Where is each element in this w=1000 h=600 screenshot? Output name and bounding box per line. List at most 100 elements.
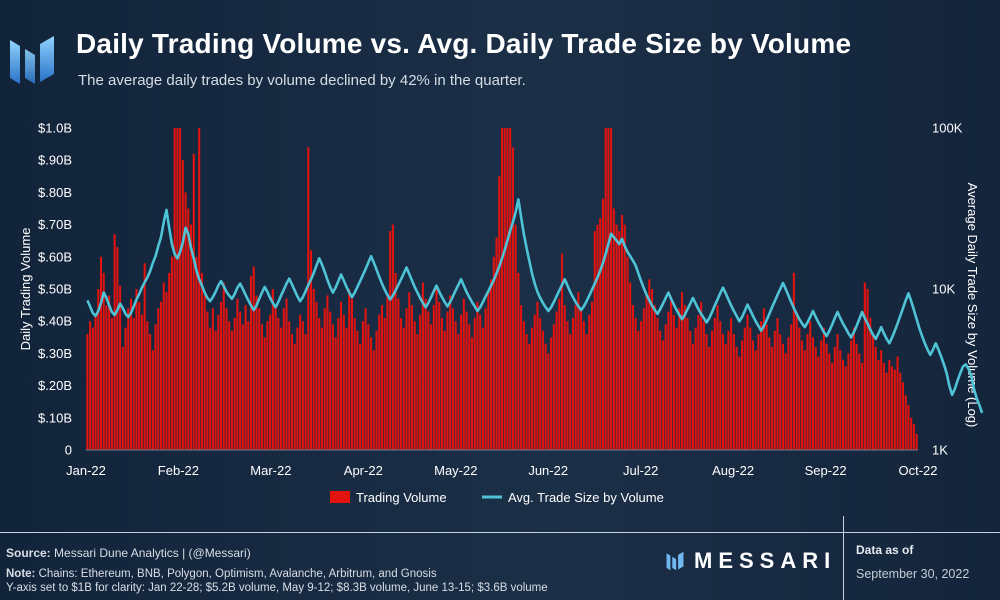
volume-bar bbox=[563, 305, 566, 450]
volume-bar bbox=[451, 308, 454, 450]
volume-bar bbox=[869, 317, 872, 450]
volume-bar bbox=[754, 350, 757, 450]
volume-bar bbox=[885, 372, 888, 450]
volume-bar bbox=[421, 282, 424, 450]
volume-bar bbox=[184, 192, 187, 450]
legend-swatch-volume bbox=[330, 491, 350, 503]
volume-bar bbox=[102, 272, 105, 450]
volume-bar bbox=[716, 305, 719, 450]
volume-bar bbox=[244, 305, 247, 450]
volume-bar bbox=[479, 314, 482, 450]
volume-bar bbox=[435, 289, 438, 450]
volume-bar bbox=[850, 340, 853, 450]
volume-bar bbox=[307, 147, 310, 450]
volume-bar bbox=[719, 321, 722, 450]
volume-bar bbox=[378, 314, 381, 450]
volume-bar bbox=[427, 311, 430, 450]
volume-bar bbox=[831, 363, 834, 450]
volume-bar bbox=[476, 301, 479, 450]
volume-bar bbox=[487, 292, 490, 450]
source-label: Source: bbox=[6, 546, 51, 560]
volume-bar bbox=[784, 353, 787, 450]
messari-mark-icon bbox=[666, 551, 684, 571]
volume-bar bbox=[689, 330, 692, 450]
x-tick: Apr-22 bbox=[344, 463, 383, 478]
volume-bar bbox=[841, 359, 845, 450]
volume-bar bbox=[661, 340, 664, 450]
volume-bar bbox=[599, 218, 602, 450]
volume-bar bbox=[250, 276, 253, 450]
volume-bar bbox=[912, 424, 915, 450]
note-block: Note: Chains: Ethereum, BNB, Polygon, Op… bbox=[6, 567, 548, 595]
volume-bar bbox=[746, 314, 749, 450]
x-axis-ticks: Jan-22 Feb-22 Mar-22 Apr-22 May-22 Jun-22 Jul-… bbox=[66, 463, 937, 478]
volume-bar bbox=[871, 334, 875, 450]
volume-bar bbox=[809, 321, 812, 450]
x-tick: Sep-22 bbox=[805, 463, 847, 478]
volume-bar bbox=[874, 346, 877, 450]
brand-logo: MESSARI bbox=[664, 548, 836, 574]
volume-bar bbox=[904, 395, 907, 450]
volume-bar bbox=[282, 308, 285, 450]
volume-bar bbox=[416, 334, 419, 450]
legend: Trading Volume Avg. Trade Size by Volume bbox=[330, 490, 664, 505]
volume-bar bbox=[825, 343, 828, 450]
volume-bar bbox=[626, 256, 629, 450]
volume-bar bbox=[443, 330, 446, 450]
volume-bar bbox=[318, 317, 321, 450]
volume-bar bbox=[618, 231, 621, 450]
volume-bar bbox=[577, 292, 580, 450]
volume-bar bbox=[550, 337, 553, 450]
y-tick-left: $.50B bbox=[38, 282, 72, 297]
volume-bar bbox=[607, 128, 610, 450]
volume-bar bbox=[858, 353, 861, 450]
volume-bar bbox=[765, 324, 768, 450]
volume-bar bbox=[320, 327, 323, 450]
volume-bar bbox=[105, 305, 108, 450]
y-tick-left: $.90B bbox=[38, 153, 72, 168]
volume-bar bbox=[776, 317, 779, 450]
volume-bar bbox=[176, 128, 179, 450]
volume-bar bbox=[430, 324, 433, 450]
volume-bar bbox=[460, 314, 463, 450]
volume-bar bbox=[681, 292, 684, 450]
volume-bar bbox=[880, 350, 883, 450]
volume-bar bbox=[629, 282, 632, 450]
volume-bar bbox=[656, 317, 659, 450]
y-axis-left-label: Daily Trading Volume bbox=[18, 228, 33, 351]
volume-bar bbox=[236, 298, 239, 450]
y-tick-left: $.20B bbox=[38, 378, 72, 393]
volume-bar bbox=[274, 305, 277, 450]
volume-bar bbox=[168, 272, 171, 450]
volume-bar bbox=[468, 324, 471, 450]
volume-bar bbox=[637, 330, 640, 450]
volume-bar bbox=[651, 289, 654, 450]
volume-bar bbox=[773, 330, 776, 450]
volume-bar bbox=[806, 334, 809, 450]
volume-bar bbox=[380, 305, 384, 450]
volume-bar bbox=[582, 321, 585, 450]
y-tick-left: $.40B bbox=[38, 314, 72, 329]
volume-bar bbox=[462, 298, 465, 450]
volume-bar bbox=[520, 305, 523, 450]
volume-bar bbox=[574, 305, 577, 450]
volume-bar bbox=[135, 289, 138, 450]
volume-bar bbox=[705, 334, 708, 450]
volume-bar bbox=[822, 327, 825, 450]
volume-bar bbox=[735, 346, 738, 450]
volume-bar bbox=[580, 308, 583, 450]
volume-bar bbox=[410, 305, 414, 450]
volume-bar bbox=[255, 295, 258, 450]
volume-bar bbox=[342, 314, 345, 450]
volume-bar bbox=[375, 330, 378, 450]
footer-divider bbox=[0, 532, 1000, 533]
volume-bar bbox=[424, 298, 427, 450]
volume-bar bbox=[367, 324, 370, 450]
volume-bar bbox=[863, 282, 866, 450]
volume-bar bbox=[771, 346, 774, 450]
volume-bar bbox=[290, 334, 293, 450]
volume-bar bbox=[700, 301, 703, 450]
x-tick: Aug-22 bbox=[712, 463, 754, 478]
volume-bar bbox=[828, 353, 831, 450]
volume-bar bbox=[225, 308, 228, 450]
